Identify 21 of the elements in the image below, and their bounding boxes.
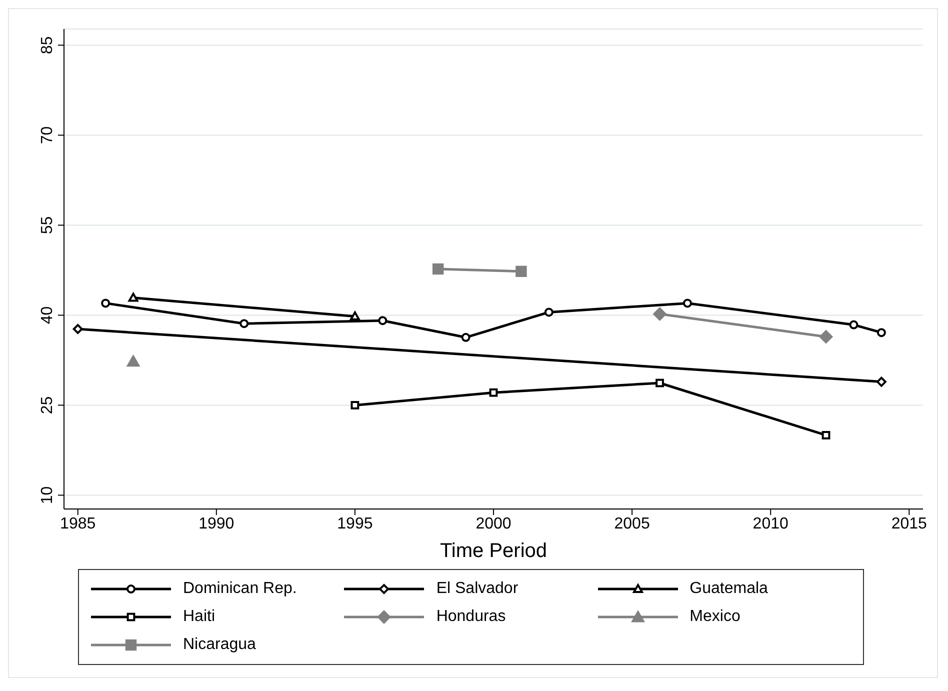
x-tick-label: 1995: [337, 515, 373, 532]
y-tick-label: 25: [39, 396, 56, 414]
legend-label: Haiti: [183, 608, 216, 626]
y-tick-label: 70: [39, 126, 56, 144]
y-tick-label: 85: [39, 36, 56, 54]
x-tick-label: 1985: [60, 515, 96, 532]
x-tick-label: 2015: [891, 515, 928, 532]
legend-label: Nicaragua: [183, 636, 256, 654]
legend-label: Guatemala: [690, 580, 768, 598]
y-tick-label: 40: [39, 306, 56, 324]
x-axis-title: Time Period: [440, 540, 548, 562]
x-tick-label: 2010: [752, 515, 788, 532]
x-tick-label: 2000: [476, 515, 512, 532]
legend-label: Mexico: [690, 608, 740, 626]
y-tick-label: 10: [39, 486, 56, 504]
legend-label: Honduras: [436, 608, 506, 626]
legend-label: El Salvador: [436, 580, 518, 598]
y-tick-label: 55: [39, 216, 56, 234]
legend-label: Dominican Rep.: [183, 580, 297, 598]
x-tick-label: 1990: [198, 515, 234, 532]
x-tick-label: 2005: [614, 515, 650, 532]
